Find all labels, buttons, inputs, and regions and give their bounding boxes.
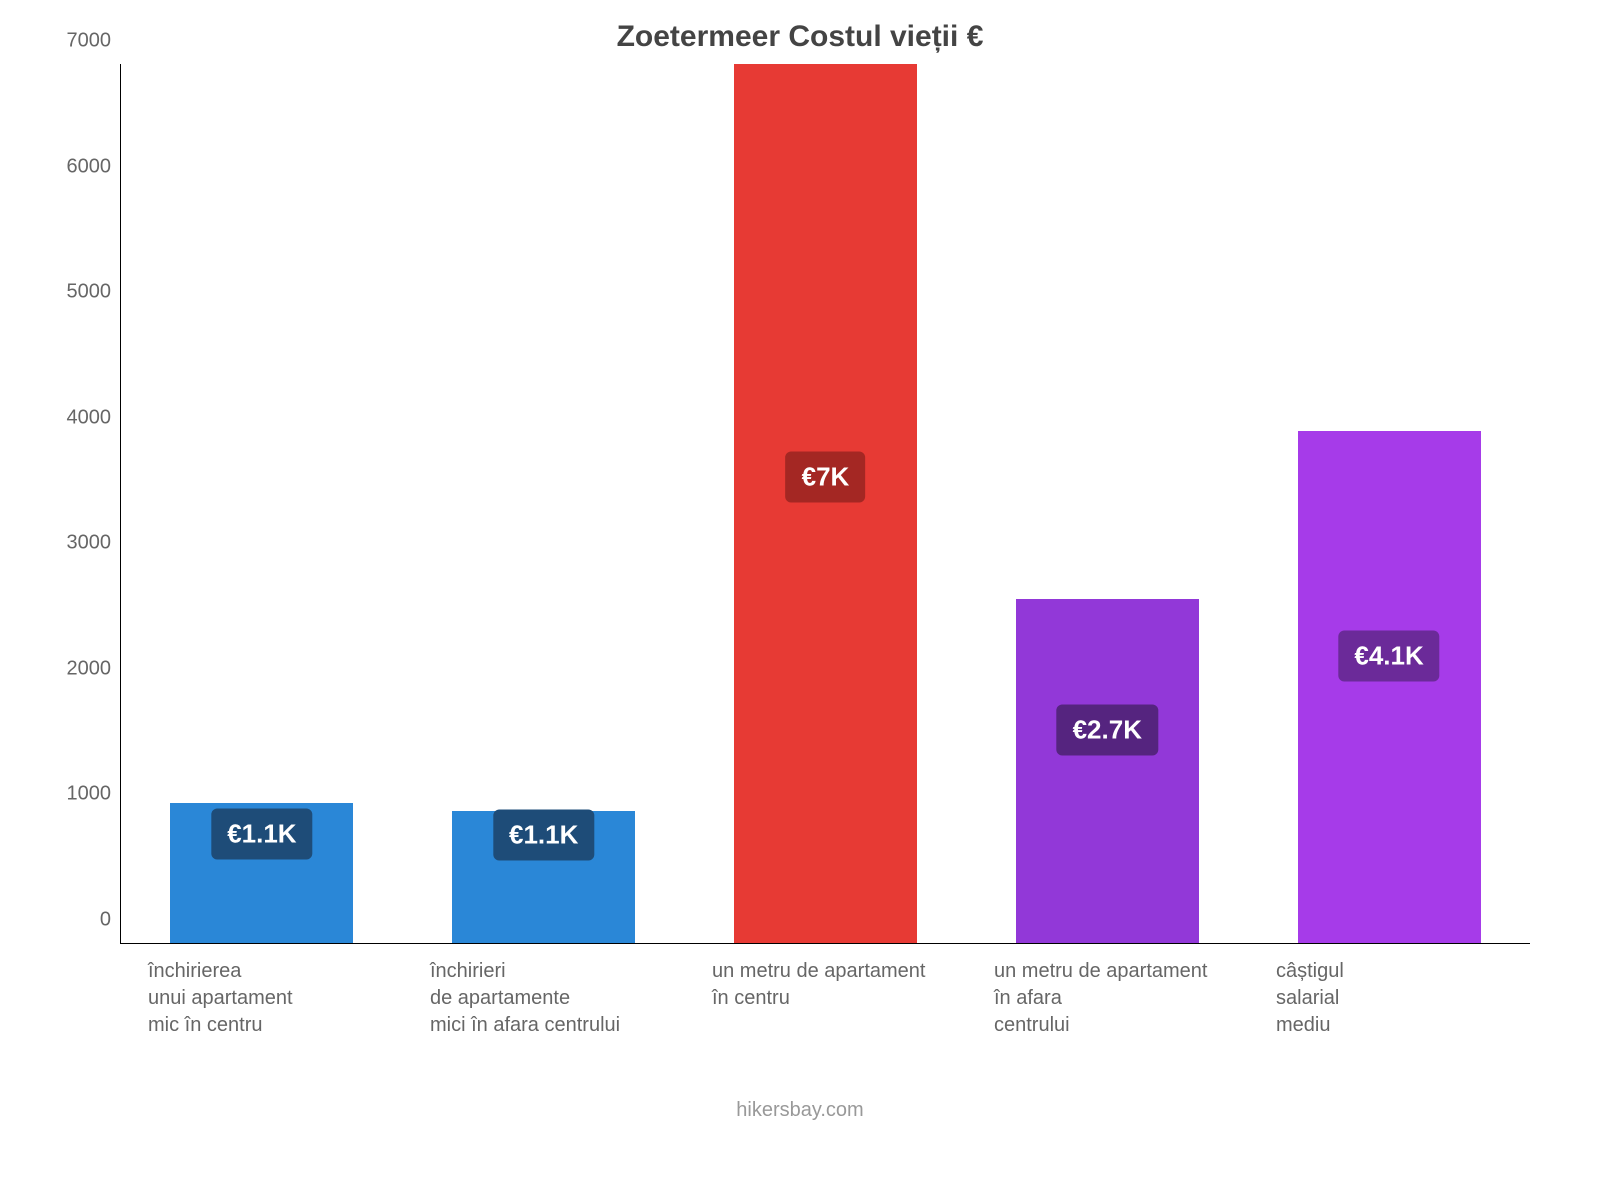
y-tick-label: 1000 — [67, 783, 122, 806]
bar-slot: €1.1K — [403, 64, 685, 943]
bar-value-badge: €1.1K — [211, 808, 312, 859]
x-axis-labels: închirierea unui apartament mic în centr… — [120, 944, 1530, 1039]
y-tick-label: 4000 — [67, 406, 122, 429]
bar: €7K — [734, 64, 917, 943]
bar-slot: €1.1K — [121, 64, 403, 943]
bar: €2.7K — [1016, 599, 1199, 943]
bar: €4.1K — [1298, 431, 1481, 943]
bar: €1.1K — [170, 803, 353, 943]
bar-value-badge: €4.1K — [1338, 631, 1439, 682]
bars-layer: €1.1K €1.1K €7K €2.7K €4.1K — [121, 64, 1530, 943]
y-tick-label: 7000 — [67, 30, 122, 53]
x-axis-label: câștigul salarial mediu — [1248, 944, 1530, 1039]
x-axis-label: un metru de apartament în centru — [684, 944, 966, 1039]
bar: €1.1K — [452, 811, 635, 943]
plot-area: €1.1K€1.1K€7K€2.7K€4.1K 0100020003000400… — [120, 64, 1530, 944]
chart-container: Zoetermeer Costul vieții € €1.1K €1.1K €7K… — [0, 0, 1600, 1200]
y-tick-label: 3000 — [67, 532, 122, 555]
bar-value-badge: €7K — [786, 452, 866, 503]
chart-title: Zoetermeer Costul vieții € — [40, 20, 1560, 54]
x-axis-label: un metru de apartament în afara centrulu… — [966, 944, 1248, 1039]
y-tick-label: 6000 — [67, 155, 122, 178]
bar-slot: €2.7K — [966, 64, 1248, 943]
bar-value-badge: €1.1K — [493, 809, 594, 860]
x-axis-label: închirieri de apartamente mici în afara … — [402, 944, 684, 1039]
y-tick-label: 5000 — [67, 281, 122, 304]
y-tick-label: 0 — [100, 909, 121, 932]
chart-footer: hikersbay.com — [40, 1099, 1560, 1122]
y-tick-label: 2000 — [67, 657, 122, 680]
x-axis-label: închirierea unui apartament mic în centr… — [120, 944, 402, 1039]
bar-slot: €4.1K — [1248, 64, 1530, 943]
bar-value-badge: €2.7K — [1057, 704, 1158, 755]
bar-slot: €7K — [685, 64, 967, 943]
